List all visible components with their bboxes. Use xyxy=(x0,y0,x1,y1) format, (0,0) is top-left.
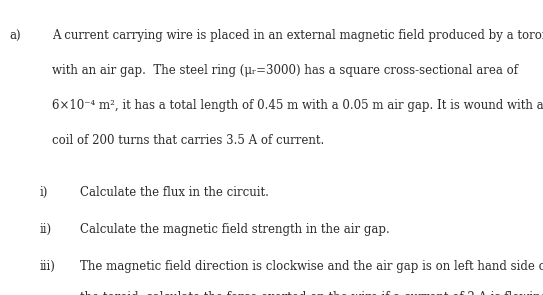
Text: A current carrying wire is placed in an external magnetic field produced by a to: A current carrying wire is placed in an … xyxy=(52,30,543,42)
Text: Calculate the flux in the circuit.: Calculate the flux in the circuit. xyxy=(80,186,269,199)
Text: i): i) xyxy=(39,186,47,199)
Text: iii): iii) xyxy=(39,260,55,273)
Text: coil of 200 turns that carries 3.5 A of current.: coil of 200 turns that carries 3.5 A of … xyxy=(52,134,324,147)
Text: The magnetic field direction is clockwise and the air gap is on left hand side o: The magnetic field direction is clockwis… xyxy=(80,260,543,273)
Text: ii): ii) xyxy=(39,223,51,236)
Text: with an air gap.  The steel ring (μᵣ=3000) has a square cross-sectional area of: with an air gap. The steel ring (μᵣ=3000… xyxy=(52,64,517,77)
Text: the toroid, calculate the force exerted on the wire if a current of 2 A is flowi: the toroid, calculate the force exerted … xyxy=(80,291,543,295)
Text: a): a) xyxy=(10,30,21,42)
Text: Calculate the magnetic field strength in the air gap.: Calculate the magnetic field strength in… xyxy=(80,223,390,236)
Text: 6×10⁻⁴ m², it has a total length of 0.45 m with a 0.05 m air gap. It is wound wi: 6×10⁻⁴ m², it has a total length of 0.45… xyxy=(52,99,543,112)
